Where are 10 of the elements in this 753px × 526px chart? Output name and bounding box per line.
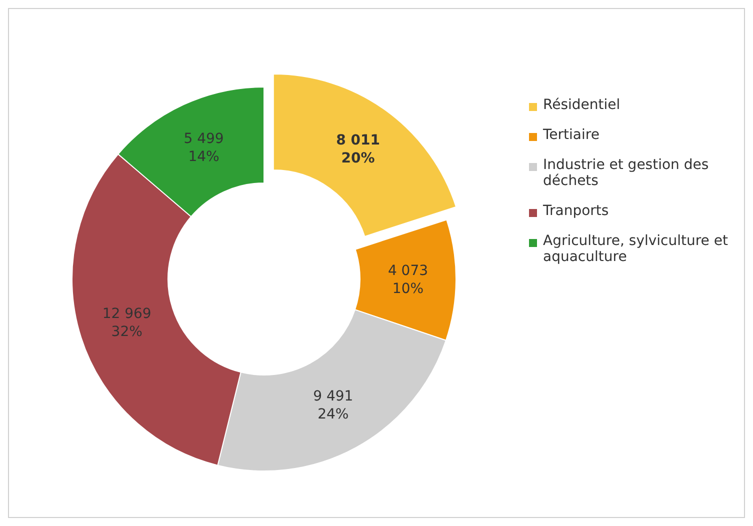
data-label: 5 499 14% [184,131,224,166]
legend-label: Industrie et gestion des déchets [543,157,710,189]
legend-label: Agriculture, sylviculture et aquaculture [543,233,729,265]
legend-label: Tranports [543,203,609,219]
data-label: 9 491 24% [313,388,354,422]
data-label: 12 969 32% [102,306,152,340]
legend-label: Tertiaire [543,127,600,143]
data-label: 8 011 20% [336,132,380,167]
legend-label: Résidentiel [543,97,620,113]
data-label: 4 073 10% [388,262,428,297]
